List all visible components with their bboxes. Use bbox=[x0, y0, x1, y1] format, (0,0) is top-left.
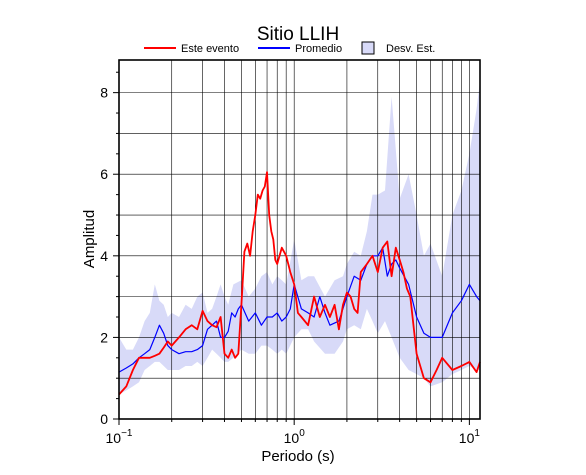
legend: Este evento Promedio Desv. Est. bbox=[144, 41, 435, 55]
x-tick-exponent: 1 bbox=[474, 428, 480, 439]
std-dev-band bbox=[119, 80, 480, 395]
y-tick-label: 4 bbox=[100, 248, 108, 264]
y-tick-label: 0 bbox=[100, 411, 108, 427]
x-axis-label: Periodo (s) bbox=[261, 448, 334, 465]
x-tick-exponent: 0 bbox=[299, 428, 305, 439]
series-line-promedio bbox=[118, 247, 481, 373]
std-dev-band-layer bbox=[119, 80, 480, 395]
series-line-este-evento bbox=[118, 171, 481, 396]
y-axis-label: Amplitud bbox=[81, 210, 98, 268]
x-tick-exponent: −1 bbox=[121, 428, 133, 439]
series-layer bbox=[118, 171, 481, 396]
y-tick-label: 6 bbox=[100, 166, 108, 182]
legend-label-desv-est-: Desv. Est. bbox=[386, 43, 435, 55]
chart-title: Sitio LLIH bbox=[257, 24, 339, 45]
y-tick-label: 2 bbox=[100, 329, 108, 345]
y-tick-label: 8 bbox=[100, 85, 108, 101]
legend-label-este-evento: Este evento bbox=[181, 43, 239, 55]
plot-frame bbox=[118, 59, 481, 420]
legend-swatch-desv-est- bbox=[361, 41, 375, 55]
legend-label-promedio: Promedio bbox=[295, 43, 342, 55]
